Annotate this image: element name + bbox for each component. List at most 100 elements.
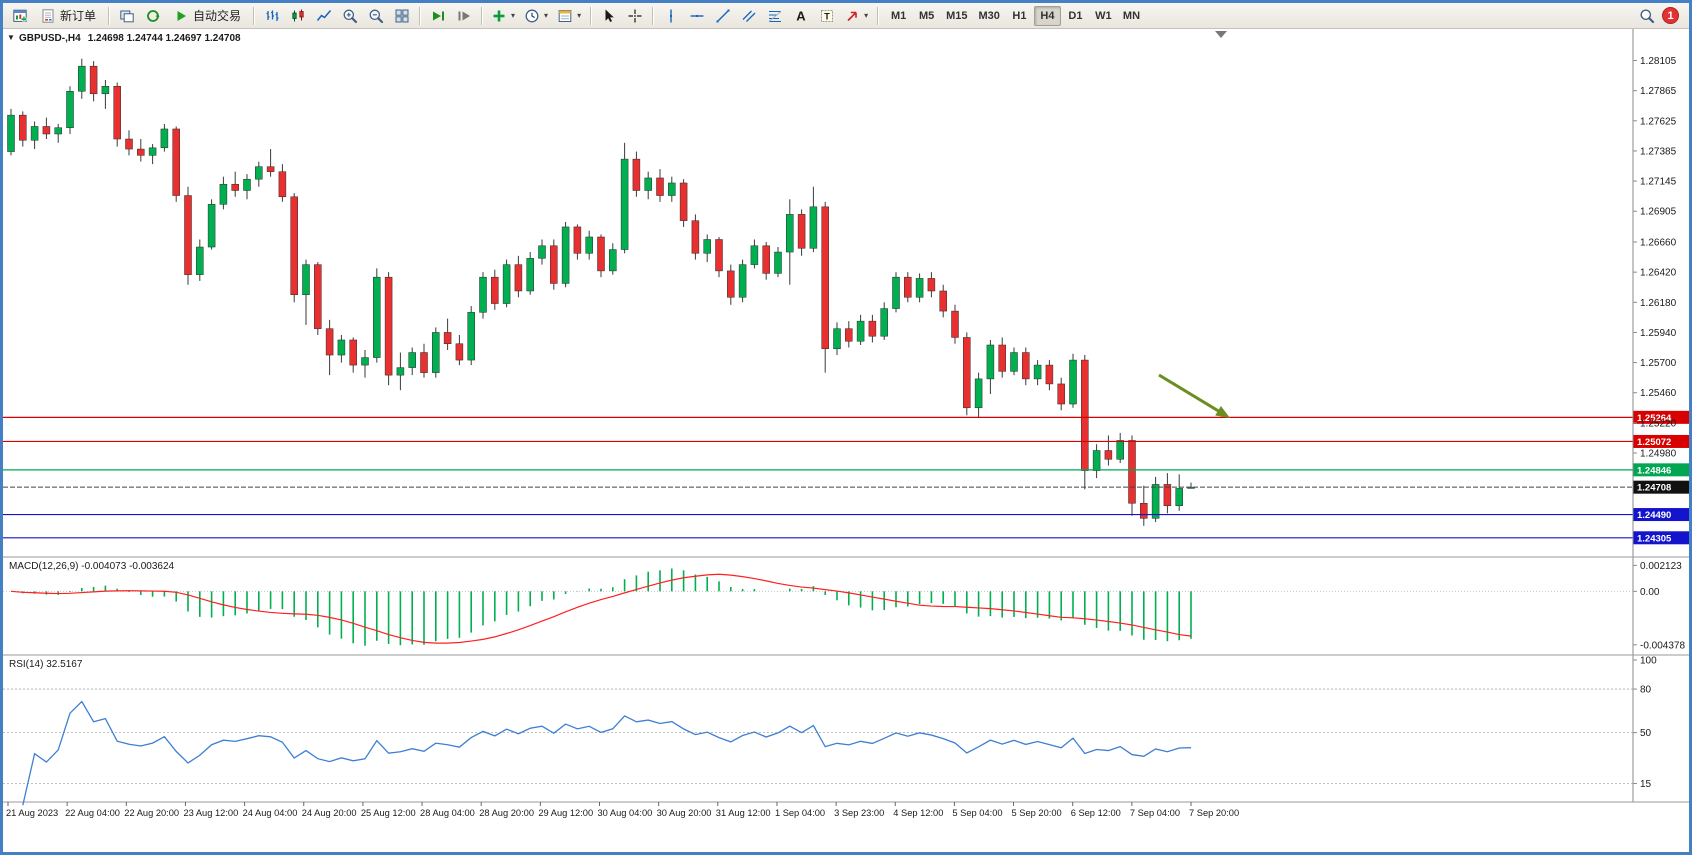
arrows-tool-button[interactable]: ▾ (840, 5, 872, 27)
horizontal-line-tool-button[interactable] (684, 5, 709, 27)
tf-button-d1[interactable]: D1 (1068, 9, 1083, 22)
svg-text:1.26180: 1.26180 (1640, 298, 1677, 309)
candlestick-mode-button[interactable] (285, 5, 310, 27)
text-label-tool-button[interactable]: T (814, 5, 839, 27)
tf-button-m30[interactable]: M30 (978, 9, 1000, 22)
clock-icon (524, 8, 540, 24)
templates-button[interactable]: ▾ (553, 5, 585, 27)
svg-text:24 Aug 20:00: 24 Aug 20:00 (302, 808, 357, 818)
text-tool-button[interactable]: A (788, 5, 813, 27)
tf-button-h4[interactable]: H4 (1033, 5, 1061, 26)
chart-shift-button[interactable] (451, 5, 476, 27)
toolbar-separator (108, 6, 110, 25)
svg-text:4 Sep 12:00: 4 Sep 12:00 (893, 808, 943, 818)
time-axis[interactable]: 21 Aug 2023 22 Aug 04:00 22 Aug 20:00 23 Au… (6, 802, 1239, 818)
svg-text:1.24980: 1.24980 (1640, 449, 1677, 460)
templates-icon (557, 8, 573, 24)
toolbar-separator (253, 6, 255, 25)
tf-button-h1[interactable]: H1 (1012, 9, 1027, 22)
profiles-button[interactable] (114, 5, 139, 27)
cursor-tool-button[interactable] (596, 5, 621, 27)
svg-text:1.27385: 1.27385 (1640, 146, 1677, 157)
dropdown-caret-icon: ▾ (864, 11, 869, 20)
horizontal-line-icon (689, 8, 705, 24)
fibonacci-tool-button[interactable] (762, 5, 787, 27)
crosshair-tool-button[interactable] (622, 5, 647, 27)
price-line-axis-label (1633, 463, 1689, 477)
periods-button[interactable]: ▾ (520, 5, 552, 27)
zoom-in-icon (342, 8, 358, 24)
notification-badge[interactable]: 1 (1662, 7, 1679, 24)
svg-text:-0.004378: -0.004378 (1640, 640, 1685, 651)
bar-chart-mode-button[interactable] (259, 5, 284, 27)
arrow-annotation[interactable] (1158, 373, 1224, 415)
search-button[interactable] (1634, 5, 1659, 27)
line-chart-mode-button[interactable] (311, 5, 336, 27)
tf-button-w1[interactable]: W1 (1095, 9, 1112, 22)
svg-text:1.28105: 1.28105 (1640, 56, 1677, 67)
tf-button-m15[interactable]: M15 (946, 9, 968, 22)
svg-text:1.24305: 1.24305 (1637, 533, 1672, 544)
svg-text:5 Sep 04:00: 5 Sep 04:00 (952, 808, 1002, 818)
price-line-axis-label (1633, 434, 1689, 448)
new-chart-button[interactable] (7, 5, 32, 27)
svg-text:30 Aug 20:00: 30 Aug 20:00 (657, 808, 712, 818)
rsi-line (22, 700, 1192, 806)
toolbar-separator (652, 6, 654, 25)
history-center-button[interactable] (140, 5, 165, 27)
svg-text:29 Aug 12:00: 29 Aug 12:00 (538, 808, 593, 818)
text-icon: A (793, 8, 809, 24)
history-refresh-icon (145, 8, 161, 24)
svg-text:22 Aug 04:00: 22 Aug 04:00 (65, 808, 120, 818)
svg-text:0.00: 0.00 (1640, 587, 1660, 598)
svg-text:22 Aug 20:00: 22 Aug 20:00 (124, 808, 179, 818)
svg-text:31 Aug 12:00: 31 Aug 12:00 (716, 808, 771, 818)
trendline-icon (715, 8, 731, 24)
svg-text:3 Sep 23:00: 3 Sep 23:00 (834, 808, 884, 818)
svg-text:1.24708: 1.24708 (1637, 483, 1671, 494)
svg-text:0.002123: 0.002123 (1640, 561, 1682, 572)
tile-windows-button[interactable] (389, 5, 414, 27)
current-price-axis-label (1633, 480, 1689, 494)
auto-scroll-button[interactable] (425, 5, 450, 27)
tf-button-m5[interactable]: M5 (918, 9, 935, 22)
svg-text:1 Sep 04:00: 1 Sep 04:00 (775, 808, 825, 818)
svg-text:A: A (796, 8, 806, 23)
chart-area: 1.25264 1.25072 1.24846 1.24490 1.24305 1.247… (3, 29, 1689, 851)
svg-text:1.27865: 1.27865 (1640, 86, 1677, 97)
svg-text:1.25940: 1.25940 (1640, 328, 1677, 339)
vertical-line-tool-button[interactable] (658, 5, 683, 27)
svg-text:30 Aug 04:00: 30 Aug 04:00 (598, 808, 653, 818)
one-click-trading-toggle-icon[interactable]: ▼ (7, 33, 15, 42)
svg-text:1.26905: 1.26905 (1640, 207, 1677, 218)
svg-text:1.25264: 1.25264 (1637, 413, 1672, 424)
chart-shift-marker[interactable] (1215, 31, 1227, 38)
vertical-line-icon (663, 8, 679, 24)
svg-text:23 Aug 12:00: 23 Aug 12:00 (183, 808, 238, 818)
autotrading-button[interactable]: 自动交易 (166, 5, 248, 27)
price-line-axis-label (1633, 508, 1689, 522)
toolbar-separator (419, 6, 421, 25)
chart-canvas[interactable]: 1.25264 1.25072 1.24846 1.24490 1.24305 1.247… (3, 29, 1689, 851)
main-toolbar: 新订单 自动交易 (3, 3, 1689, 29)
svg-text:1.25220: 1.25220 (1640, 418, 1677, 429)
new-order-button[interactable]: 新订单 (33, 5, 103, 27)
zoom-in-button[interactable] (337, 5, 362, 27)
svg-text:7 Sep 04:00: 7 Sep 04:00 (1130, 808, 1180, 818)
svg-text:1.26660: 1.26660 (1640, 238, 1677, 249)
arrows-icon (844, 8, 860, 24)
trendline-tool-button[interactable] (710, 5, 735, 27)
tile-windows-icon (394, 8, 410, 24)
tf-button-m1[interactable]: M1 (890, 9, 907, 22)
zoom-out-button[interactable] (363, 5, 388, 27)
svg-text:7 Sep 20:00: 7 Sep 20:00 (1189, 808, 1239, 818)
channel-tool-button[interactable] (736, 5, 761, 27)
toolbar-separator (590, 6, 592, 25)
svg-text:1.25700: 1.25700 (1640, 358, 1677, 369)
indicators-button[interactable]: ▾ (487, 5, 519, 27)
fibonacci-icon (767, 8, 783, 24)
tf-button-mn[interactable]: MN (1122, 9, 1141, 22)
svg-text:1.24490: 1.24490 (1637, 510, 1671, 521)
crosshair-icon (627, 8, 643, 24)
